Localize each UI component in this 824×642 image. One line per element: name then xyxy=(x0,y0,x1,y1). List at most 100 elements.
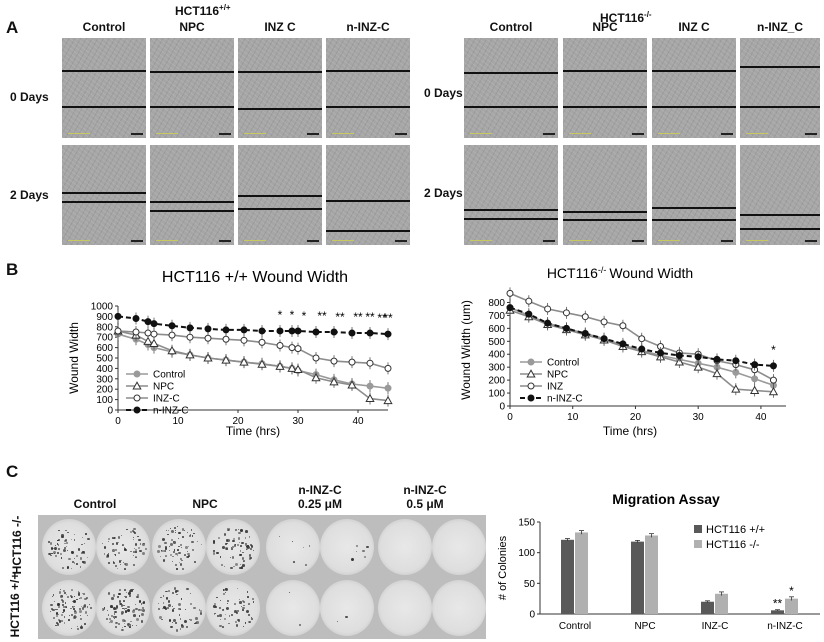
data-point xyxy=(694,353,702,361)
x-tick-label: 20 xyxy=(630,412,642,423)
data-point xyxy=(258,327,266,335)
x-tick-label: 40 xyxy=(352,416,364,427)
data-point xyxy=(204,325,212,333)
y-tick-label: 600 xyxy=(488,324,505,335)
col-header-inz-c: INZ C xyxy=(678,20,710,34)
x-tick-label: 0 xyxy=(507,412,513,423)
colony-well xyxy=(266,580,320,636)
data-point xyxy=(133,370,141,378)
colony-well xyxy=(320,519,374,575)
legend-label: HCT116 +/+ xyxy=(706,524,765,536)
colony-well xyxy=(96,580,150,636)
colony-well xyxy=(432,519,486,575)
x-tick-label: 10 xyxy=(172,416,184,427)
significance-marker: ** xyxy=(335,310,345,324)
row-header-hct116-wt: HCT116 +/+ xyxy=(8,572,22,638)
data-point xyxy=(240,336,248,344)
legend-label: Control xyxy=(153,370,185,381)
significance-marker: ** xyxy=(317,309,327,323)
y-tick-label: 700 xyxy=(96,333,113,344)
data-point xyxy=(150,330,158,338)
y-tick-label: 150 xyxy=(518,518,535,529)
series-inz-c xyxy=(114,324,392,375)
data-point xyxy=(258,338,266,346)
micrograph xyxy=(740,145,820,245)
colony-well xyxy=(152,580,206,636)
series xyxy=(505,287,779,398)
col-header-inz-c: INZ C xyxy=(264,20,296,34)
micrograph xyxy=(563,38,647,138)
legend-entry: HCT116 -/- xyxy=(694,539,760,551)
data-point xyxy=(527,382,535,390)
data-point xyxy=(347,380,357,389)
data-point xyxy=(383,395,393,405)
panel-label-c: C xyxy=(6,462,19,481)
significance-marker: ** xyxy=(377,311,387,325)
data-point xyxy=(293,364,303,373)
legend-entry: Control xyxy=(126,370,185,381)
data-point xyxy=(674,357,685,366)
data-point xyxy=(132,314,140,322)
data-point xyxy=(527,358,535,366)
x-tick-label: 20 xyxy=(232,416,244,427)
data-point xyxy=(329,377,339,386)
colony-well xyxy=(320,580,374,636)
x-ticks: 0 10 20 30 40 xyxy=(507,406,767,423)
y-tick-label: 0 xyxy=(107,406,113,417)
legend-entry: NPC xyxy=(126,381,174,393)
bars xyxy=(561,530,798,614)
data-point xyxy=(581,313,589,321)
data-point xyxy=(581,330,589,338)
data-point xyxy=(311,372,321,382)
cell-line-genotype: -/- xyxy=(644,10,652,19)
micrograph xyxy=(238,145,322,245)
data-point xyxy=(330,328,338,336)
data-point xyxy=(276,327,284,335)
colony-well xyxy=(266,519,320,575)
y-axis-label: # of Colonies xyxy=(497,535,509,600)
data-point xyxy=(712,368,722,378)
significance-marker: ** xyxy=(365,310,375,324)
data-point xyxy=(384,364,392,372)
significance-annotations: * xyxy=(771,343,776,357)
col-header-control: Control xyxy=(82,20,126,34)
legend-entry: Control xyxy=(520,358,579,369)
data-point xyxy=(713,355,721,363)
data-point xyxy=(768,386,779,396)
data-point xyxy=(144,329,152,337)
data-point xyxy=(276,342,284,350)
legend-entry: n-INZ-C xyxy=(126,406,189,417)
data-point xyxy=(366,382,374,390)
data-point xyxy=(749,385,760,394)
data-point xyxy=(366,329,374,337)
data-point xyxy=(751,361,759,369)
legend-swatch xyxy=(694,540,702,548)
col-title: n-INZ-C xyxy=(298,483,342,497)
legend-label: Control xyxy=(547,358,579,369)
data-point xyxy=(330,357,338,365)
panel-a-right-cell-line: HCT116-/- xyxy=(600,10,652,25)
chart-title: HCT116 +/+ Wound Width xyxy=(162,269,348,286)
col-header-n-inz-c: n-INZ_C xyxy=(757,20,803,34)
series-line xyxy=(117,315,389,336)
x-tick-label: 0 xyxy=(115,416,121,427)
significance-marker: * xyxy=(290,308,295,322)
data-point xyxy=(294,327,302,335)
title-main: HCT116 xyxy=(547,265,598,281)
y-tick-label: 300 xyxy=(488,363,505,374)
y-ticks: 0 100 200 300 400 500 600 700 800 xyxy=(488,298,510,413)
bar xyxy=(561,539,574,614)
col-header-npc: NPC xyxy=(592,20,618,34)
bar xyxy=(771,610,784,614)
data-point xyxy=(506,304,514,312)
significance-marker: ** xyxy=(383,311,393,325)
legend-label: n-INZ-C xyxy=(547,394,583,405)
colony-well xyxy=(96,519,150,575)
bar xyxy=(575,532,588,614)
series-n-inz-c xyxy=(114,310,392,341)
data-point xyxy=(240,326,248,334)
col-concentration: 0.25 μM xyxy=(297,497,343,511)
data-point xyxy=(384,384,392,392)
data-point xyxy=(185,350,195,359)
legend-label: n-INZ-C xyxy=(153,406,189,417)
